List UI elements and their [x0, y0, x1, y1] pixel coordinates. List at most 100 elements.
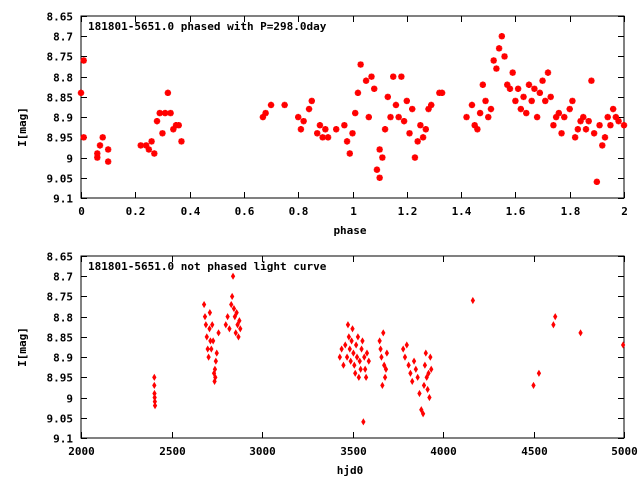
phased-data-point	[398, 73, 405, 80]
phased-data-point	[387, 113, 394, 121]
phased-data-point	[77, 89, 85, 97]
phased-data-point	[368, 73, 375, 80]
unphased-data-point	[227, 325, 232, 333]
phased-data-point	[479, 81, 487, 88]
phased-data-point	[590, 130, 598, 137]
unphased-data-point	[206, 353, 211, 361]
unphased-data-point	[382, 373, 388, 381]
unphased-data-point	[358, 365, 363, 373]
phased-data-point	[80, 57, 87, 64]
phased-data-point	[547, 93, 554, 101]
phased-data-point	[582, 126, 590, 133]
phased-data-point	[539, 77, 546, 84]
unphased-data-point	[341, 361, 346, 369]
phased-light-curve-panel: 181801-5651.0 phased with P=298.0day I[m…	[16, 11, 628, 238]
unphased-data-point	[428, 353, 433, 361]
phased-data-point	[352, 109, 359, 117]
phased-data-point	[151, 150, 158, 157]
unphased-y-axis-label: I[mag]	[16, 327, 29, 367]
phased-data-point	[566, 105, 573, 113]
phased-data-point	[411, 154, 419, 161]
phased-data-point	[395, 113, 402, 121]
unphased-data-point	[352, 361, 357, 369]
phased-data-point	[167, 109, 174, 117]
phased-data-point	[601, 134, 609, 141]
phased-data-point	[94, 154, 101, 161]
phased-data-point	[142, 142, 150, 149]
phased-data-point	[322, 126, 329, 133]
unphased-x-tick-label: 3000	[249, 445, 276, 458]
phased-data-point	[588, 77, 595, 84]
unphased-data-point	[210, 321, 215, 329]
phased-data-point	[104, 146, 112, 153]
unphased-y-tick-label: 8.75	[47, 291, 74, 304]
phased-data-point	[267, 101, 275, 109]
unphased-data-point	[201, 300, 207, 309]
phased-data-point	[316, 122, 324, 129]
unphased-data-point	[429, 365, 434, 373]
phased-data-point	[96, 142, 104, 149]
phased-data-point	[259, 113, 267, 121]
phased-data-point	[531, 85, 538, 92]
phased-data-point	[580, 113, 587, 121]
phased-data-point	[577, 117, 584, 125]
phased-data-point	[468, 101, 476, 109]
phased-data-point	[612, 113, 620, 121]
unphased-data-point	[356, 373, 361, 381]
phased-y-tick-label: 9	[66, 153, 73, 166]
unphased-data-point	[378, 345, 383, 353]
unphased-data-point	[203, 321, 209, 329]
unphased-data-point	[384, 349, 390, 357]
unphased-data-point	[402, 353, 408, 361]
unphased-data-point	[355, 333, 361, 341]
phased-data-point	[517, 105, 525, 113]
unphased-data-point	[422, 361, 428, 369]
phased-data-point	[376, 146, 383, 153]
phased-data-point	[99, 134, 106, 141]
phased-data-point	[604, 113, 611, 121]
unphased-data-point	[366, 357, 371, 365]
unphased-data-point	[379, 353, 384, 361]
unphased-y-tick-label: 8.85	[47, 332, 74, 345]
phased-x-tick-label: 1.6	[506, 205, 526, 218]
phased-data-point	[308, 97, 315, 105]
phased-data-point	[392, 101, 400, 109]
phased-data-point	[509, 69, 516, 76]
phased-data-point	[376, 174, 383, 181]
unphased-y-tick-label: 8.95	[47, 372, 74, 385]
unphased-chart-title: 181801-5651.0 not phased light curve	[88, 260, 327, 273]
unphased-data-point	[345, 321, 351, 329]
unphased-y-tick-label: 9.1	[53, 433, 73, 446]
unphased-data-point	[364, 349, 370, 357]
phased-data-point	[379, 154, 386, 161]
unphased-data-point	[225, 313, 230, 321]
unphased-data-point	[408, 369, 413, 377]
phased-data-point	[569, 97, 576, 105]
unphased-data-point	[152, 373, 157, 381]
unphased-data-point	[578, 329, 583, 337]
phased-data-point	[574, 126, 582, 133]
phased-data-point	[552, 113, 560, 121]
unphased-data-point	[350, 325, 355, 333]
unphased-data-point	[354, 353, 360, 361]
phased-data-point	[463, 113, 470, 121]
phased-x-tick-label: 0.6	[235, 205, 255, 218]
phased-y-tick-label: 9.05	[47, 173, 74, 186]
unphased-y-tick-label: 9	[66, 393, 73, 406]
phased-data-point	[504, 81, 511, 88]
phased-data-point	[482, 97, 489, 105]
phased-data-point	[400, 117, 408, 125]
phased-data-point	[514, 85, 522, 92]
phased-data-point	[381, 126, 389, 133]
unphased-data-point	[426, 369, 431, 377]
unphased-data-point	[204, 333, 209, 341]
unphased-data-point	[401, 345, 406, 353]
unphased-data-point	[233, 329, 238, 337]
unphased-data-point	[213, 357, 218, 365]
unphased-data-point	[363, 365, 368, 373]
unphased-data-point	[357, 357, 362, 365]
unphased-x-tick-label: 5000	[611, 445, 638, 458]
phased-data-point	[384, 93, 391, 101]
phased-data-point	[349, 130, 356, 137]
phased-data-point	[153, 117, 161, 125]
